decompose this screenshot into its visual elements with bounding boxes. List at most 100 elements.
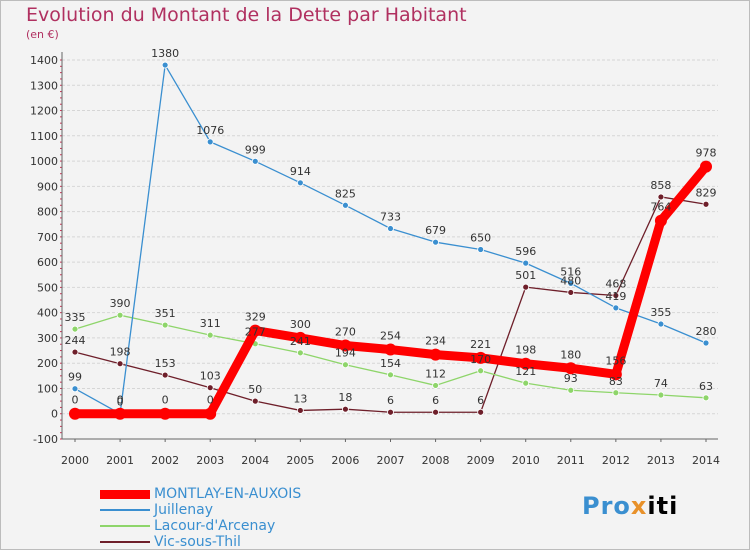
x-tick-label: 2009 — [467, 454, 495, 467]
data-label-lacour-d-arcenay: 170 — [470, 353, 491, 366]
data-label-vic-sous-thil: 480 — [560, 274, 581, 287]
data-label-juillenay: 355 — [650, 306, 671, 319]
data-label-vic-sous-thil: 153 — [155, 357, 176, 370]
data-point-vic-sous-thil — [296, 407, 304, 414]
data-label-juillenay: 733 — [380, 211, 401, 224]
data-point-montlay-en-auxois — [564, 362, 577, 375]
data-point-juillenay — [387, 225, 394, 232]
data-label-vic-sous-thil: 103 — [200, 370, 221, 383]
legend: MONTLAY-EN-AUXOIS Juillenay Lacour-d'Arcen… — [100, 486, 301, 550]
x-tick-label: 2003 — [196, 454, 224, 467]
data-label-lacour-d-arcenay: 335 — [65, 311, 86, 324]
logo-text-part2: x — [630, 492, 648, 520]
data-point-montlay-en-auxois — [429, 348, 442, 361]
data-point-montlay-en-auxois — [159, 407, 172, 420]
data-point-lacour-d-arcenay — [71, 325, 79, 333]
data-label-juillenay: 1076 — [196, 124, 224, 137]
data-point-vic-sous-thil — [612, 292, 620, 299]
x-tick-label: 2006 — [331, 454, 359, 467]
data-label-lacour-d-arcenay: 154 — [380, 357, 401, 370]
legend-label-montlay-en-auxois: MONTLAY-EN-AUXOIS — [154, 486, 302, 502]
legend-swatch-lacour-d-arcenay — [100, 525, 150, 527]
data-label-vic-sous-thil: 501 — [515, 269, 536, 282]
data-point-lacour-d-arcenay — [161, 321, 169, 329]
x-tick-label: 2001 — [106, 454, 134, 467]
data-point-juillenay — [206, 138, 214, 146]
data-label-vic-sous-thil: 198 — [110, 346, 131, 359]
legend-item-juillenay: Juillenay — [100, 502, 301, 518]
y-tick-label: 1300 — [30, 79, 58, 92]
y-tick-label: 500 — [37, 281, 58, 294]
data-point-montlay-en-auxois — [114, 407, 127, 420]
data-label-juillenay: 0 — [117, 396, 124, 409]
x-tick-label: 2005 — [286, 454, 314, 467]
data-point-lacour-d-arcenay — [522, 379, 530, 387]
y-axis-unit-label: (en €) — [26, 28, 59, 41]
data-point-juillenay — [522, 259, 530, 267]
data-label-montlay-en-auxois: 198 — [515, 344, 536, 357]
y-tick-label: 1000 — [30, 155, 58, 168]
data-label-juillenay: 825 — [335, 187, 356, 200]
data-label-vic-sous-thil: 6 — [477, 394, 484, 407]
x-tick-label: 2013 — [647, 454, 675, 467]
logo-text-part1: Pro — [582, 492, 631, 520]
data-point-lacour-d-arcenay — [206, 331, 214, 339]
data-label-montlay-en-auxois: 0 — [207, 394, 214, 407]
y-tick-label: 200 — [37, 357, 58, 370]
data-point-vic-sous-thil — [657, 193, 665, 201]
legend-swatch-vic-sous-thil — [100, 541, 150, 543]
x-tick-label: 2008 — [422, 454, 450, 467]
data-point-juillenay — [567, 279, 575, 287]
data-label-montlay-en-auxois: 300 — [290, 318, 311, 331]
data-point-vic-sous-thil — [206, 384, 214, 392]
legend-swatch-montlay-en-auxois — [100, 489, 150, 499]
data-label-montlay-en-auxois: 764 — [650, 201, 671, 214]
data-point-lacour-d-arcenay — [567, 386, 575, 394]
data-label-lacour-d-arcenay: 112 — [425, 367, 446, 380]
data-label-juillenay: 914 — [290, 165, 311, 178]
data-point-montlay-en-auxois — [474, 351, 487, 364]
data-point-vic-sous-thil — [567, 289, 575, 296]
y-tick-label: 100 — [37, 382, 58, 395]
data-point-montlay-en-auxois — [69, 407, 81, 420]
data-point-lacour-d-arcenay — [296, 349, 304, 357]
data-label-vic-sous-thil: 6 — [387, 394, 394, 407]
data-point-juillenay — [477, 246, 485, 253]
data-point-lacour-d-arcenay — [387, 371, 394, 379]
data-label-vic-sous-thil: 50 — [248, 383, 262, 396]
data-point-vic-sous-thil — [251, 397, 259, 405]
data-label-vic-sous-thil: 18 — [338, 391, 352, 404]
data-label-vic-sous-thil: 829 — [696, 186, 717, 199]
data-label-montlay-en-auxois: 234 — [425, 335, 446, 348]
data-point-lacour-d-arcenay — [432, 382, 439, 389]
data-point-vic-sous-thil — [161, 371, 169, 379]
x-tick-label: 2004 — [241, 454, 269, 467]
data-point-juillenay — [251, 157, 259, 165]
data-label-lacour-d-arcenay: 121 — [515, 365, 536, 378]
data-label-lacour-d-arcenay: 83 — [609, 375, 623, 388]
data-label-montlay-en-auxois: 329 — [245, 311, 266, 324]
data-label-juillenay: 999 — [245, 143, 266, 156]
legend-label-vic-sous-thil: Vic-sous-Thil — [154, 534, 241, 550]
data-point-montlay-en-auxois — [339, 339, 352, 352]
data-label-juillenay: 1380 — [151, 47, 179, 60]
data-label-juillenay: 280 — [696, 325, 717, 338]
data-label-montlay-en-auxois: 270 — [335, 326, 356, 339]
data-point-lacour-d-arcenay — [116, 311, 124, 319]
y-tick-label: 1200 — [30, 105, 58, 118]
x-tick-label: 2000 — [61, 454, 89, 467]
legend-swatch-juillenay — [100, 509, 150, 511]
legend-label-lacour-d-arcenay: Lacour-d'Arcenay — [154, 518, 276, 534]
data-point-montlay-en-auxois — [700, 160, 712, 173]
data-label-montlay-en-auxois: 254 — [380, 330, 401, 343]
data-point-montlay-en-auxois — [204, 407, 217, 420]
data-point-montlay-en-auxois — [384, 343, 397, 356]
y-tick-label: 600 — [37, 256, 58, 269]
data-point-vic-sous-thil — [477, 408, 485, 416]
data-label-montlay-en-auxois: 0 — [117, 394, 124, 407]
data-label-vic-sous-thil: 244 — [65, 334, 86, 347]
data-point-vic-sous-thil — [342, 405, 349, 413]
y-tick-label: -100 — [33, 433, 58, 446]
data-point-vic-sous-thil — [522, 283, 530, 291]
